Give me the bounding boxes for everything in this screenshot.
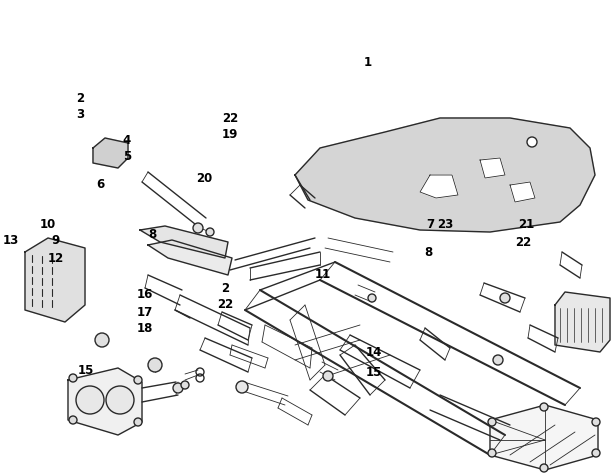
Text: 2: 2: [76, 92, 84, 104]
Polygon shape: [295, 118, 595, 232]
Text: 3: 3: [76, 108, 84, 122]
Circle shape: [134, 418, 142, 426]
Text: 9: 9: [52, 235, 60, 247]
Polygon shape: [68, 368, 142, 435]
Text: 13: 13: [3, 234, 19, 247]
Circle shape: [540, 464, 548, 472]
Circle shape: [76, 386, 104, 414]
Text: 22: 22: [222, 112, 238, 124]
Text: 2: 2: [221, 282, 229, 294]
Polygon shape: [93, 138, 128, 168]
Text: 20: 20: [196, 171, 212, 184]
Text: 22: 22: [217, 298, 233, 312]
Text: 18: 18: [137, 322, 153, 334]
Circle shape: [69, 374, 77, 382]
Text: 11: 11: [315, 267, 331, 281]
Circle shape: [134, 376, 142, 384]
Text: 17: 17: [137, 305, 153, 319]
Circle shape: [592, 449, 600, 457]
Text: 5: 5: [123, 151, 131, 163]
Circle shape: [368, 294, 376, 302]
Polygon shape: [480, 158, 505, 178]
Text: 6: 6: [96, 179, 104, 191]
Circle shape: [148, 358, 162, 372]
Text: 23: 23: [437, 218, 453, 231]
Text: 4: 4: [123, 133, 131, 146]
Polygon shape: [510, 182, 535, 202]
Circle shape: [488, 418, 496, 426]
Circle shape: [488, 449, 496, 457]
Text: 15: 15: [78, 363, 94, 377]
Circle shape: [106, 386, 134, 414]
Text: 8: 8: [148, 228, 156, 241]
Text: 15: 15: [366, 365, 382, 379]
Circle shape: [69, 416, 77, 424]
Polygon shape: [490, 405, 598, 470]
Polygon shape: [25, 238, 85, 322]
Circle shape: [540, 403, 548, 411]
Text: 14: 14: [366, 345, 382, 359]
Circle shape: [527, 137, 537, 147]
Circle shape: [236, 381, 248, 393]
Text: 16: 16: [137, 288, 153, 302]
Text: 12: 12: [48, 251, 64, 265]
Polygon shape: [140, 226, 228, 258]
Circle shape: [493, 355, 503, 365]
Circle shape: [181, 381, 189, 389]
Polygon shape: [148, 240, 232, 275]
Text: 21: 21: [518, 218, 534, 231]
Circle shape: [95, 333, 109, 347]
Circle shape: [193, 223, 203, 233]
Text: 1: 1: [364, 57, 372, 69]
Circle shape: [592, 418, 600, 426]
Text: 19: 19: [222, 129, 238, 142]
Circle shape: [323, 371, 333, 381]
Text: 8: 8: [424, 246, 432, 258]
Polygon shape: [420, 175, 458, 198]
Circle shape: [500, 293, 510, 303]
Polygon shape: [555, 292, 610, 352]
Text: 22: 22: [515, 237, 531, 249]
Circle shape: [206, 228, 214, 236]
Text: 10: 10: [40, 218, 56, 230]
Text: 7: 7: [426, 218, 434, 231]
Circle shape: [173, 383, 183, 393]
